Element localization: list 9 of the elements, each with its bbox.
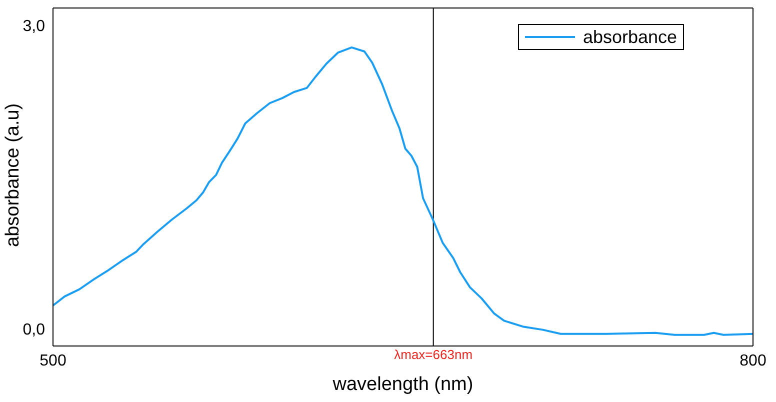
y-axis-title: absorbance (a.u) — [2, 103, 24, 247]
x-axis-title: wavelength (nm) — [332, 374, 474, 395]
x-tick-label: 800 — [740, 352, 766, 370]
line-series — [53, 46, 753, 336]
y-tick-label: 3,0 — [22, 18, 46, 35]
x-tick-label: 500 — [40, 352, 66, 370]
legend-label: absorbance — [583, 26, 678, 48]
ref-line-label: λmax=663nm — [394, 347, 473, 362]
y-tick-label: 0,0 — [22, 321, 46, 338]
